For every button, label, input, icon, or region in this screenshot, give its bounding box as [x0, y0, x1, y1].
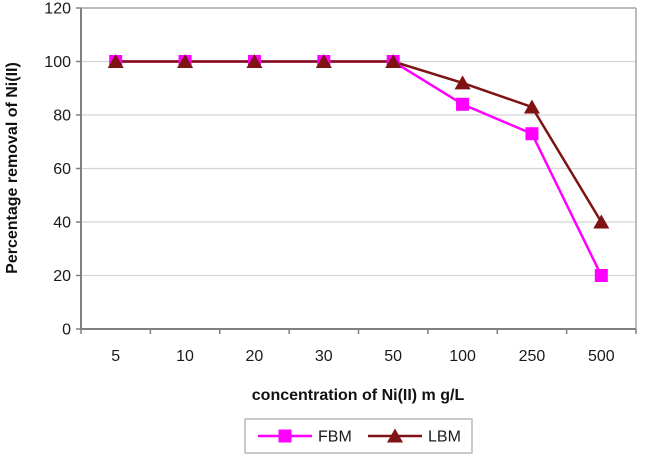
gridlines-layer — [81, 8, 636, 329]
data-point-marker-triangle — [454, 75, 471, 90]
data-point-marker-triangle — [107, 54, 124, 68]
legend-label-lbm: LBM — [428, 429, 461, 446]
y-tick-label: 20 — [53, 268, 71, 285]
y-tick-label: 100 — [44, 54, 71, 71]
data-point-marker-square — [278, 429, 292, 443]
x-tick-label: 30 — [315, 348, 333, 365]
x-tick-label: 5 — [111, 348, 120, 365]
data-point-marker-triangle — [523, 99, 540, 114]
x-tick-label: 50 — [384, 348, 402, 365]
data-point-marker-triangle — [593, 214, 610, 229]
x-tick-label: 250 — [519, 348, 546, 365]
series-layer — [107, 54, 610, 282]
legend: FBM LBM — [244, 418, 473, 454]
y-tick-label: 80 — [53, 108, 71, 125]
x-tick-label: 500 — [588, 348, 615, 365]
data-point-marker-square — [525, 127, 539, 141]
y-tick-label: 0 — [62, 322, 71, 339]
data-point-marker-square — [594, 269, 608, 282]
series-line-lbm — [115, 60, 603, 223]
x-tick-label: 100 — [449, 348, 476, 365]
x-tick-label: 20 — [246, 348, 264, 365]
data-point-marker-square — [456, 97, 470, 111]
x-axis-title: concentration of Ni(II) m g/L — [252, 387, 465, 404]
data-point-marker-triangle — [385, 54, 402, 68]
y-tick-label: 40 — [53, 215, 71, 232]
data-point-marker-triangle — [315, 54, 332, 68]
legend-label-fbm: FBM — [318, 429, 352, 446]
data-point-marker-triangle — [177, 54, 194, 68]
axes-layer — [76, 7, 637, 334]
data-point-marker-triangle — [246, 54, 263, 68]
y-tick-label: 120 — [44, 1, 71, 18]
tick-labels-layer: 0 20 40 60 80 100 120 5 10 20 30 50 100 250 500 — [44, 1, 614, 366]
y-axis-title: Percentage removal of Ni(II) — [4, 62, 21, 274]
data-point-marker-triangle — [387, 428, 403, 443]
x-tick-label: 10 — [176, 348, 194, 365]
y-tick-label: 60 — [53, 161, 71, 178]
